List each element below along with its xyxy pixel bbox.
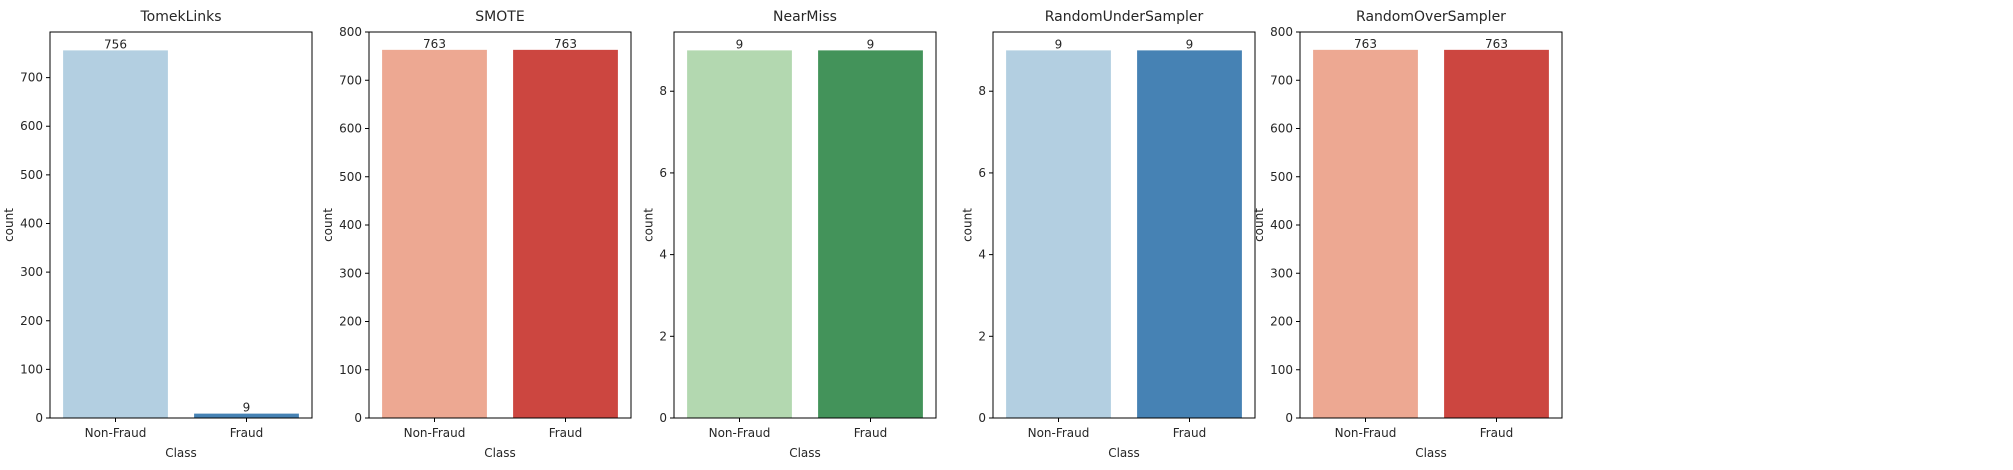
subplot-4: 9 9 0 2 4 6 8 Non-Fraud Fraud RandomUnderSampler C… [960,9,1256,460]
y-tick-label: 2 [978,329,986,343]
y-tick-label: 6 [978,166,986,180]
y-tick-label: 600 [1270,122,1293,136]
y-tick-label: 500 [1270,170,1293,184]
x-axis-label: Class [484,446,516,460]
y-axis-label: count [641,208,655,242]
y-axis-label: count [2,208,16,242]
y-tick-label: 0 [354,411,362,425]
x-tick-label: Fraud [1173,426,1207,440]
y-tick-label: 400 [20,216,43,230]
bar-value-label: 756 [104,37,127,51]
bar-value-label: 9 [1186,37,1194,51]
subplot-3: 9 9 0 2 4 6 8 Non-Fraud Fraud NearMiss Class count [641,9,937,460]
y-tick-label: 700 [339,73,362,87]
y-tick-label: 100 [20,362,43,376]
chart-title: NearMiss [773,9,837,25]
y-tick-label: 700 [20,71,43,85]
chart-title: SMOTE [475,9,524,25]
x-axis-label: Class [165,446,197,460]
x-tick-label: Fraud [549,426,583,440]
x-tick-label: Fraud [230,426,264,440]
bar-value-label: 763 [554,37,577,51]
y-tick-label: 800 [339,25,362,39]
y-tick-label: 800 [1270,25,1293,39]
x-tick-label: Non-Fraud [1028,426,1090,440]
y-tick-label: 300 [339,266,362,280]
y-tick-label: 700 [1270,73,1293,87]
x-tick-label: Non-Fraud [709,426,771,440]
y-tick-label: 8 [659,84,667,98]
chart-title: RandomOverSampler [1356,9,1506,25]
y-tick-label: 2 [659,329,667,343]
y-tick-label: 400 [339,218,362,232]
x-tick-label: Non-Fraud [1335,426,1397,440]
bar-fraud [513,49,618,418]
y-tick-label: 0 [978,411,986,425]
x-tick-label: Fraud [1480,426,1514,440]
x-tick-label: Fraud [854,426,888,440]
y-tick-label: 500 [339,170,362,184]
y-tick-label: 0 [1285,411,1293,425]
subplot-1: 756 9 0 100 200 300 400 500 600 700 Non-Fraud Fraud… [2,9,313,460]
bar-value-label: 763 [423,37,446,51]
bar-value-label: 9 [243,401,251,415]
y-tick-label: 200 [20,314,43,328]
y-tick-label: 6 [659,166,667,180]
y-tick-label: 100 [1270,363,1293,377]
y-axis-label: count [960,208,974,242]
y-tick-label: 300 [20,265,43,279]
bar-value-label: 763 [1354,37,1377,51]
axes-frame [49,31,313,419]
y-tick-label: 4 [659,248,667,262]
bar-non-fraud [687,50,792,418]
y-tick-label: 200 [339,315,362,329]
y-tick-label: 0 [35,411,43,425]
bar-non-fraud [382,49,487,418]
y-tick-label: 400 [1270,218,1293,232]
y-tick-label: 500 [20,168,43,182]
bar-value-label: 9 [867,37,875,51]
y-tick-label: 200 [1270,315,1293,329]
bar-fraud [1137,50,1242,418]
y-tick-label: 300 [1270,266,1293,280]
chart-title: RandomUnderSampler [1045,9,1204,25]
bar-non-fraud [1313,49,1418,418]
y-tick-label: 600 [20,119,43,133]
y-axis-label: count [321,208,335,242]
y-tick-label: 4 [978,248,986,262]
subplot-5: 763 763 0 100 200 300 400 500 600 700 800 Non-Fraud… [1252,9,1563,460]
y-tick-label: 8 [978,84,986,98]
y-tick-label: 0 [659,411,667,425]
x-axis-label: Class [789,446,821,460]
bar-non-fraud [63,50,168,418]
y-tick-label: 100 [339,363,362,377]
chart-title: TomekLinks [139,9,221,25]
bar-value-label: 763 [1485,37,1508,51]
x-tick-label: Non-Fraud [85,426,147,440]
y-axis-label: count [1252,208,1266,242]
bar-fraud [194,413,299,418]
x-axis-label: Class [1108,446,1140,460]
x-axis-label: Class [1415,446,1447,460]
y-tick-label: 600 [339,122,362,136]
bar-value-label: 9 [736,37,744,51]
bar-non-fraud [1006,50,1111,418]
bar-fraud [818,50,923,418]
bar-fraud [1444,49,1549,418]
axes-frame [992,31,1256,419]
axes-frame [673,31,937,419]
x-tick-label: Non-Fraud [404,426,466,440]
bar-value-label: 9 [1055,37,1063,51]
subplot-2: 763 763 0 100 200 300 400 500 600 700 800 Non-Fraud… [321,9,632,460]
